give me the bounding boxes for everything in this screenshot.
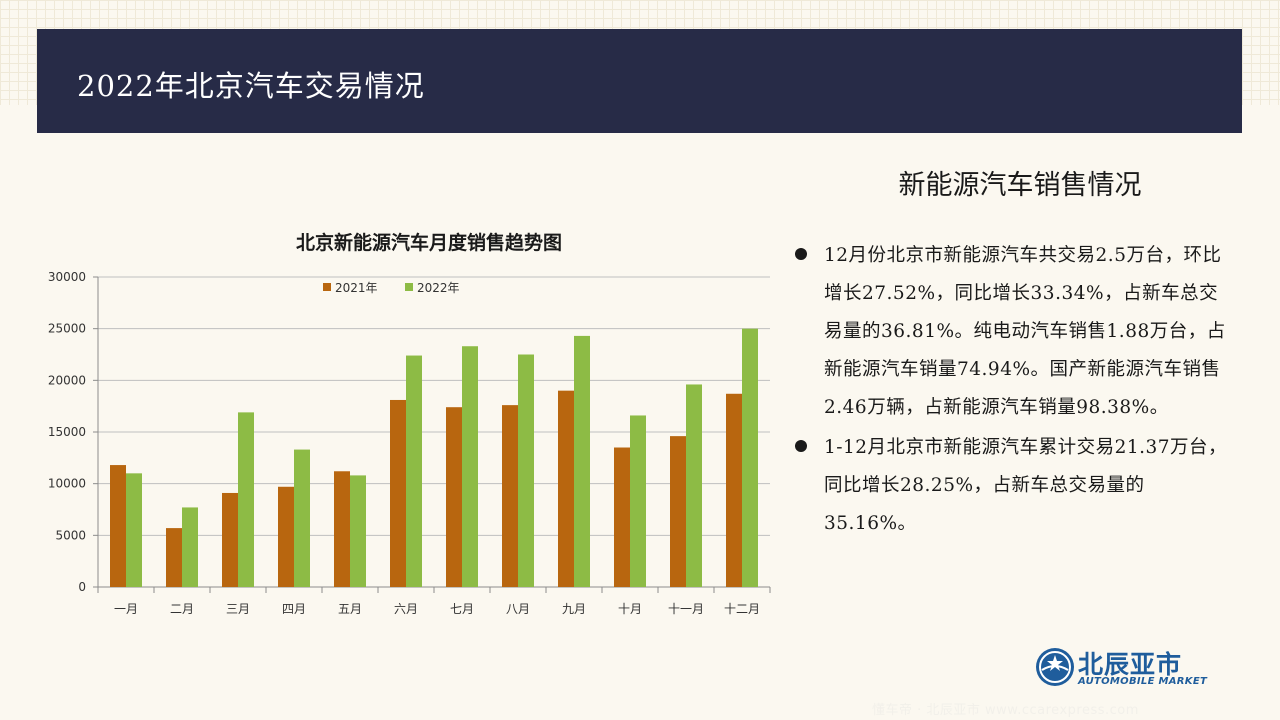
- page-title: 2022年北京汽车交易情况: [77, 69, 425, 103]
- bullet-item: 12月份北京市新能源汽车共交易2.5万台，环比增长27.52%，同比增长33.3…: [795, 237, 1235, 427]
- bar-2021: [222, 492, 238, 587]
- header-bar: 2022年北京汽车交易情况: [37, 29, 1242, 133]
- logo-text-cn: 北辰亚市: [1078, 650, 1183, 679]
- x-tick-label: 九月: [562, 602, 586, 616]
- x-tick-label: 七月: [450, 602, 474, 616]
- y-tick-label: 0: [78, 580, 86, 594]
- bar-2021: [558, 390, 574, 587]
- logo-text-en: AUTOMOBILE MARKET: [1078, 676, 1208, 687]
- bullet-list: 12月份北京市新能源汽车共交易2.5万台，环比增长27.52%，同比增长33.3…: [795, 237, 1235, 545]
- bar-2022: [406, 355, 422, 587]
- x-tick-label: 五月: [338, 602, 362, 616]
- x-tick-label: 三月: [226, 602, 250, 616]
- x-tick-label: 四月: [282, 602, 306, 616]
- legend-label: 2021年: [335, 281, 378, 295]
- y-tick-label: 20000: [48, 373, 86, 387]
- y-tick-label: 5000: [55, 528, 86, 542]
- y-tick-label: 30000: [48, 270, 86, 284]
- globe-star-icon: [1036, 648, 1074, 686]
- bar-2021: [446, 407, 462, 587]
- bar-2022: [742, 328, 758, 587]
- bar-2022: [462, 346, 478, 587]
- x-tick-label: 十一月: [668, 602, 704, 616]
- legend-swatch-2021: [323, 283, 331, 291]
- bar-2021: [166, 528, 182, 587]
- x-tick-label: 一月: [114, 602, 138, 616]
- bar-2022: [350, 475, 366, 587]
- bullet-text: 12月份北京市新能源汽车共交易2.5万台，环比增长27.52%，同比增长33.3…: [824, 245, 1226, 418]
- bar-2022: [182, 507, 198, 587]
- bar-2021: [334, 471, 350, 587]
- legend-swatch-2022: [405, 283, 413, 291]
- bar-2022: [238, 412, 254, 587]
- bullet-text: 1-12月北京市新能源汽车累计交易21.37万台，同比增长28.25%，占新车总…: [824, 437, 1228, 534]
- bullet-item: 1-12月北京市新能源汽车累计交易21.37万台，同比增长28.25%，占新车总…: [795, 429, 1235, 543]
- sales-bar-chart: 北京新能源汽车月度销售趋势图 0 5000 10000 15000 20000 25000 3…: [48, 231, 771, 616]
- y-tick-label: 25000: [48, 322, 86, 336]
- bullet-dot-icon: [795, 248, 807, 260]
- chart-title: 北京新能源汽车月度销售趋势图: [296, 231, 562, 254]
- bar-2021: [110, 465, 126, 587]
- watermark-text: 懂车帝 · 北辰亚市 www.ccarexpress.com: [872, 703, 1139, 718]
- bar-2022: [686, 384, 702, 587]
- y-tick-label: 10000: [48, 477, 86, 491]
- y-tick-label: 15000: [48, 425, 86, 439]
- bar-2021: [390, 399, 406, 587]
- bullet-dot-icon: [795, 440, 807, 452]
- legend-label: 2022年: [417, 281, 460, 295]
- x-tick-label: 六月: [394, 602, 418, 616]
- x-tick-label: 十月: [618, 602, 642, 616]
- bar-2022: [294, 449, 310, 587]
- bar-2022: [630, 415, 646, 587]
- bar-2022: [574, 335, 590, 587]
- bar-2022: [126, 473, 142, 587]
- bar-2021: [614, 447, 630, 587]
- x-tick-label: 二月: [170, 602, 194, 616]
- brand-logo: 北辰亚市 AUTOMOBILE MARKET: [1036, 645, 1216, 690]
- section-title: 新能源汽车销售情况: [898, 170, 1142, 201]
- bar-2022: [518, 354, 534, 587]
- bar-2021: [670, 436, 686, 587]
- chart-container: 北京新能源汽车月度销售趋势图 0 5000 10000 15000 20000 25000 3…: [30, 215, 780, 635]
- x-tick-label: 十二月: [724, 602, 760, 616]
- bar-2021: [502, 405, 518, 587]
- bar-2021: [726, 393, 742, 587]
- x-tick-label: 八月: [506, 602, 530, 616]
- bar-2021: [278, 486, 294, 587]
